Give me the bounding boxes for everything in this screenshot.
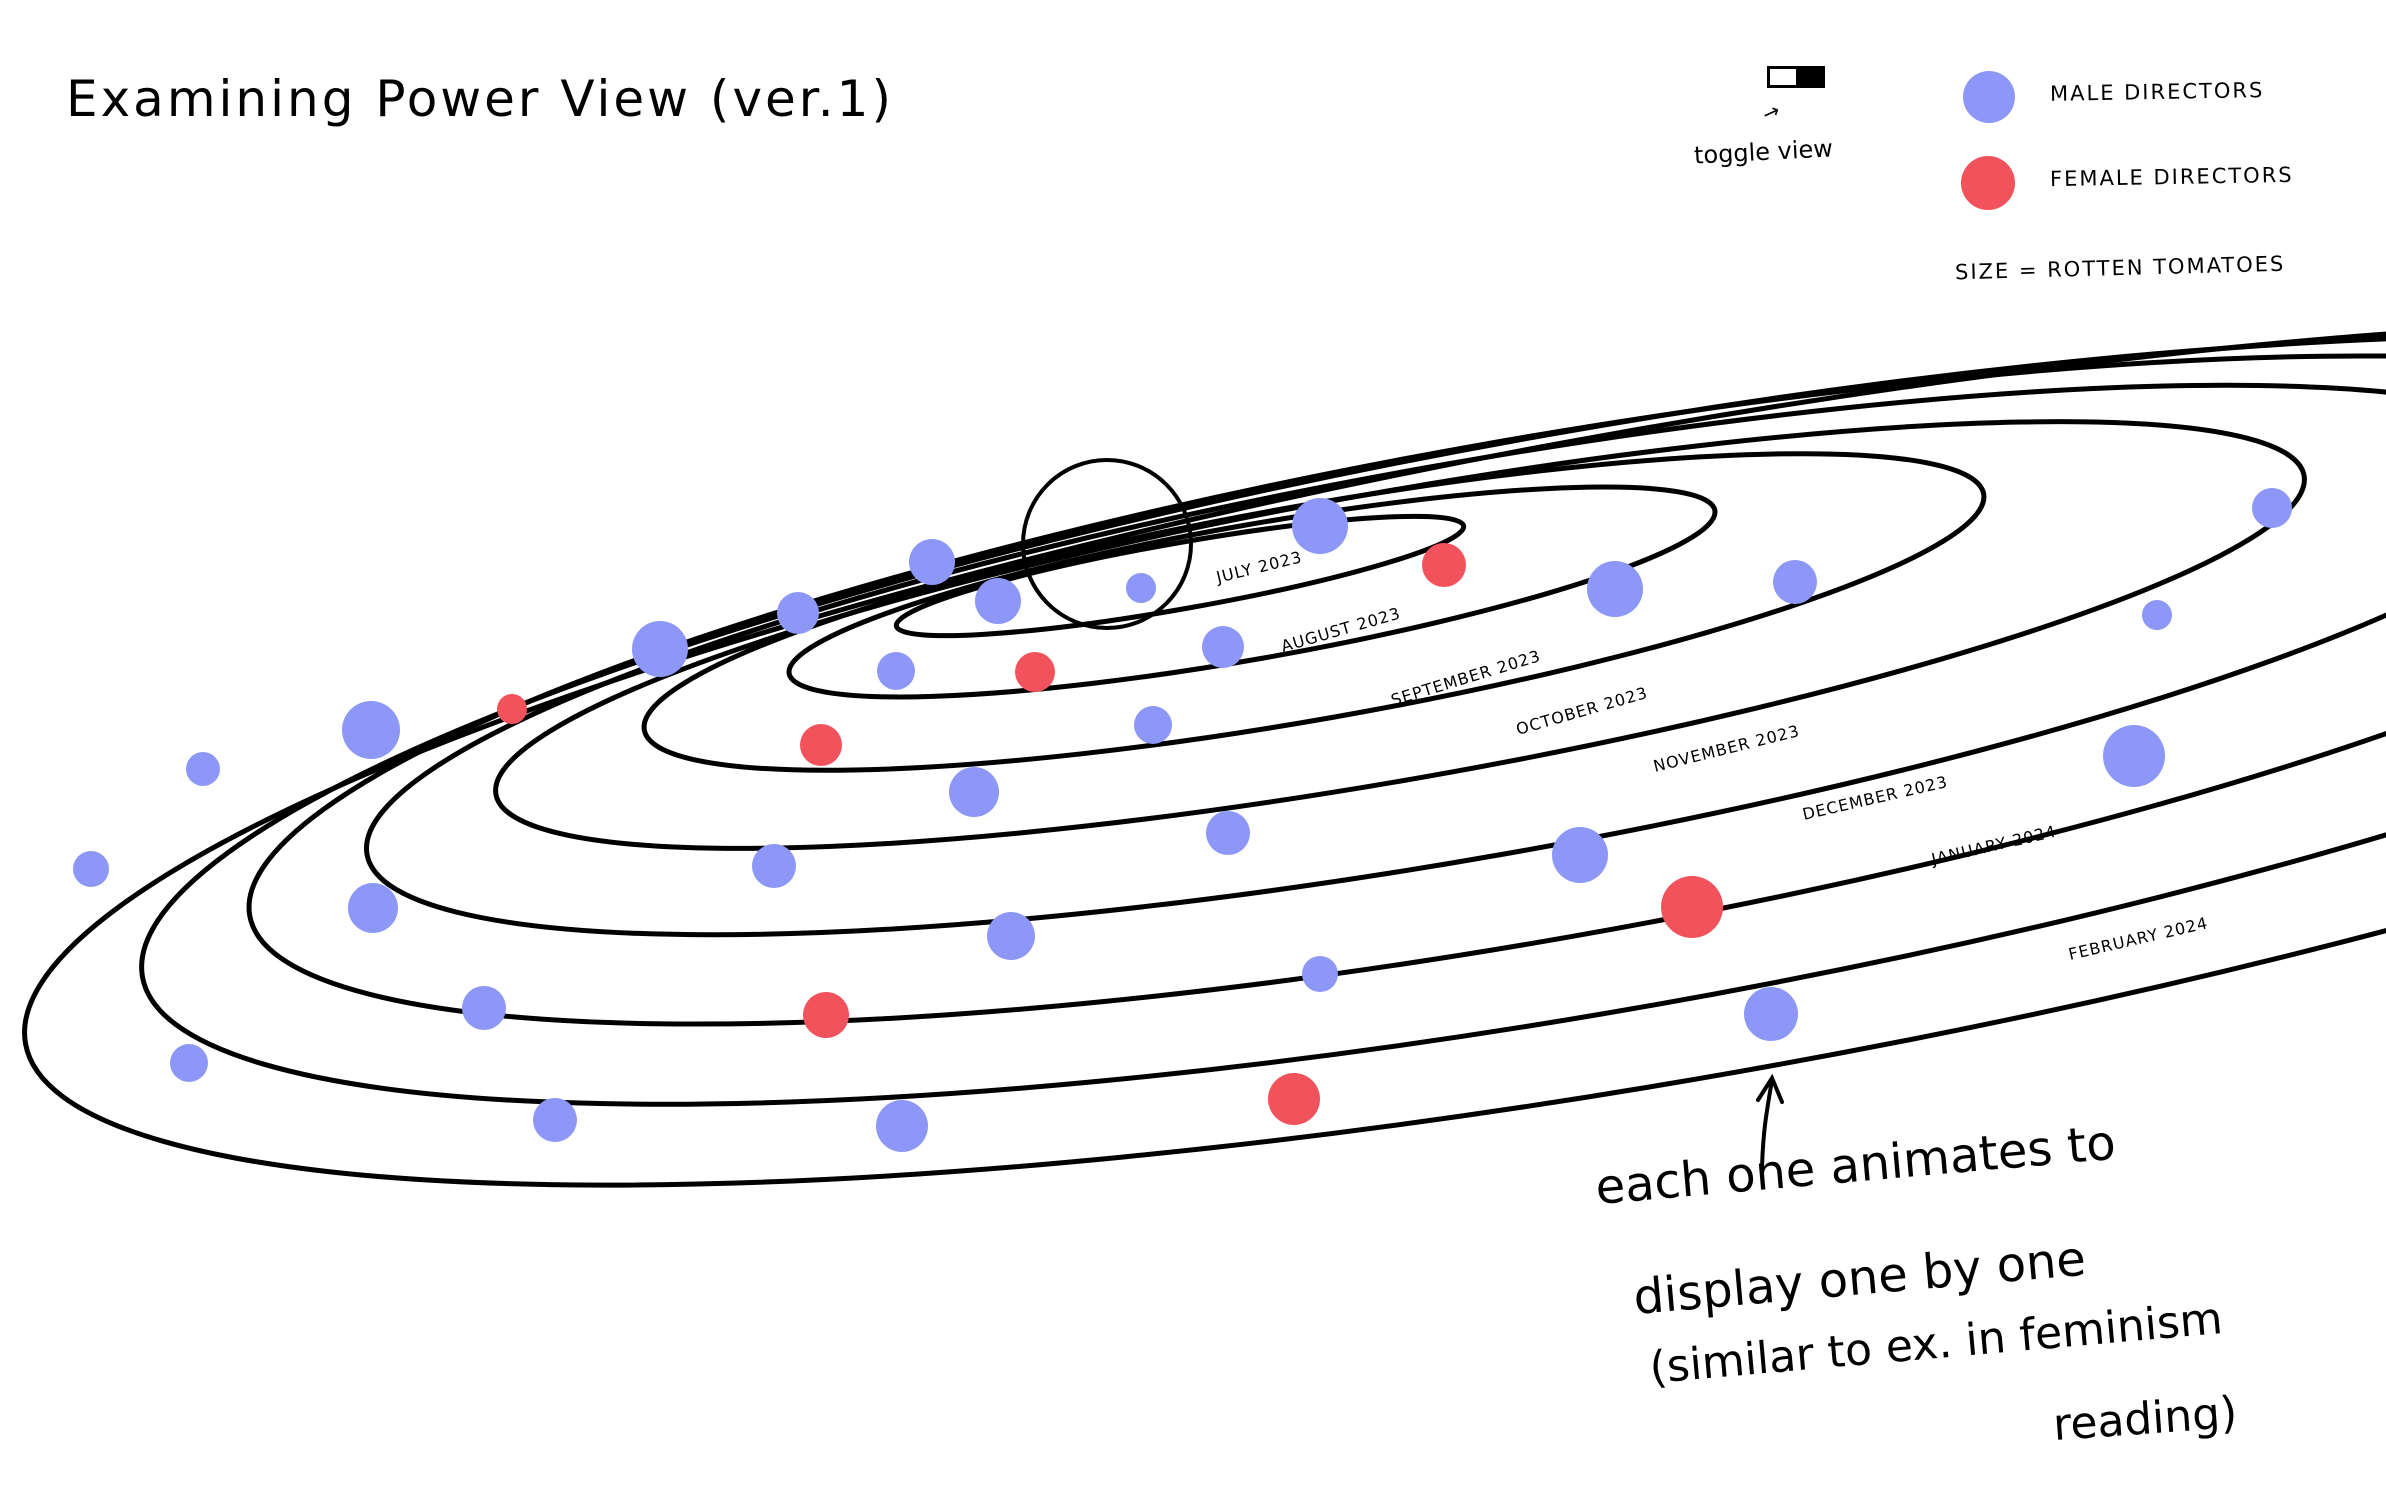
male-director-film-dot[interactable] <box>877 652 915 690</box>
orbit-ring <box>22 316 2386 1188</box>
orbit-month-label: JANUARY 2024 <box>1929 822 2059 869</box>
male-director-film-dot[interactable] <box>533 1098 577 1142</box>
female-director-film-dot[interactable] <box>1422 543 1466 587</box>
male-director-film-dot[interactable] <box>1302 956 1338 992</box>
male-director-film-dot[interactable] <box>1587 561 1643 617</box>
male-director-film-dot[interactable] <box>909 539 955 585</box>
male-director-film-dot[interactable] <box>1202 626 1244 668</box>
annotation-arrow <box>1756 1073 1784 1170</box>
orbit-ring <box>493 419 2307 851</box>
male-director-film-dot[interactable] <box>876 1100 928 1152</box>
female-legend-swatch <box>1961 156 2015 210</box>
page-title: Examining Power View (ver.1) <box>66 70 894 128</box>
orbit-month-label: AUGUST 2023 <box>1279 604 1403 656</box>
toggle-off-half <box>1770 69 1796 85</box>
male-director-film-dot[interactable] <box>632 621 688 677</box>
male-director-film-dot[interactable] <box>348 883 398 933</box>
female-director-film-dot[interactable] <box>1661 876 1723 938</box>
female-director-film-dot[interactable] <box>1015 652 1055 692</box>
orbit-month-label: FEBRUARY 2024 <box>2067 913 2210 964</box>
female-director-film-dot[interactable] <box>803 992 849 1038</box>
male-director-film-dot[interactable] <box>2142 600 2172 630</box>
male-director-film-dot[interactable] <box>1552 827 1608 883</box>
orbit-month-label: JULY 2023 <box>1213 547 1304 587</box>
female-director-film-dot[interactable] <box>497 694 527 724</box>
male-director-film-dot[interactable] <box>752 844 796 888</box>
male-legend-swatch <box>1963 71 2015 123</box>
male-director-film-dot[interactable] <box>1744 987 1798 1041</box>
orbit-month-label: DECEMBER 2023 <box>1801 772 1950 824</box>
male-director-film-dot[interactable] <box>777 592 819 634</box>
highlight-circle <box>1021 458 1193 630</box>
orbit-ring <box>139 333 2386 1107</box>
male-director-film-dot[interactable] <box>1206 811 1250 855</box>
male-director-film-dot[interactable] <box>2103 725 2165 787</box>
male-director-film-dot[interactable] <box>1773 560 1817 604</box>
male-director-film-dot[interactable] <box>987 912 1035 960</box>
male-director-film-dot[interactable] <box>1134 706 1172 744</box>
male-director-film-dot[interactable] <box>342 701 400 759</box>
female-director-film-dot[interactable] <box>1268 1073 1320 1125</box>
male-director-film-dot[interactable] <box>170 1044 208 1082</box>
male-director-film-dot[interactable] <box>186 752 220 786</box>
male-director-film-dot[interactable] <box>2252 488 2292 528</box>
male-director-film-dot[interactable] <box>949 767 999 817</box>
male-director-film-dot[interactable] <box>1126 573 1156 603</box>
orbit-ring <box>893 513 1467 639</box>
orbit-month-label: OCTOBER 2023 <box>1514 683 1650 739</box>
male-director-film-dot[interactable] <box>73 851 109 887</box>
male-director-film-dot[interactable] <box>1292 498 1348 554</box>
toggle-view-switch[interactable] <box>1767 66 1825 88</box>
orbit-ring <box>786 484 1718 700</box>
orbit-ring <box>246 353 2386 1027</box>
male-director-film-dot[interactable] <box>462 986 506 1030</box>
male-director-film-dot[interactable] <box>975 578 1021 624</box>
female-director-film-dot[interactable] <box>800 724 842 766</box>
toggle-on-half <box>1796 69 1822 85</box>
